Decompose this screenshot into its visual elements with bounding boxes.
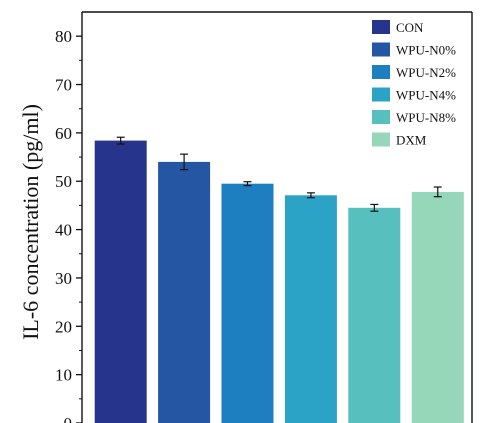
- legend-swatch: [372, 110, 390, 124]
- bar-3: [221, 183, 274, 423]
- legend-label: WPU-N2%: [396, 65, 456, 80]
- y-axis-title: IL-6 concentration (pg/ml): [18, 104, 43, 340]
- legend-label: CON: [396, 20, 424, 35]
- legend-swatch: [372, 65, 390, 79]
- legend-item-4: WPU-N4%: [372, 87, 456, 103]
- y-tick-label: 70: [55, 76, 72, 95]
- axes: [81, 11, 473, 423]
- bar-5: [348, 207, 401, 423]
- error-bar-4: [306, 192, 315, 199]
- error-bar-2: [180, 153, 189, 171]
- legend-item-2: WPU-N0%: [372, 42, 456, 58]
- error-bar-series: [116, 136, 442, 212]
- y-tick-label: 10: [55, 366, 72, 385]
- legend-swatch: [372, 132, 390, 147]
- bar-series: [94, 140, 464, 423]
- legend-swatch: [372, 42, 390, 57]
- legend-label: WPU-N4%: [396, 88, 456, 103]
- error-bar-1: [116, 136, 125, 145]
- y-tick-label: 40: [55, 221, 72, 240]
- y-tick-label: 50: [55, 172, 72, 191]
- y-axis-ticks: 0 10 20 30 40 50 60 70 80: [55, 27, 82, 423]
- bar-6: [411, 191, 464, 423]
- legend-item-5: WPU-N8%: [372, 110, 456, 125]
- error-bar-3: [243, 181, 252, 187]
- legend-item-3: WPU-N2%: [372, 65, 456, 80]
- legend-swatch: [372, 20, 390, 34]
- bar-1: [94, 140, 147, 423]
- y-tick-label: 60: [55, 124, 72, 143]
- legend-item-1: CON: [372, 20, 424, 35]
- legend-label: WPU-N0%: [396, 43, 456, 58]
- y-tick-label: 20: [55, 317, 72, 336]
- y-tick-label: 80: [55, 27, 72, 46]
- y-tick-label: 0: [64, 414, 73, 423]
- legend-label: WPU-N8%: [396, 110, 456, 125]
- error-bar-5: [370, 203, 379, 212]
- error-bar-6: [433, 186, 442, 198]
- y-tick-label: 30: [55, 269, 72, 288]
- bar-4: [284, 195, 337, 423]
- legend-label: DXM: [396, 133, 427, 148]
- bar-2: [158, 161, 211, 423]
- legend-swatch: [372, 87, 390, 102]
- legend-item-6: DXM: [372, 132, 427, 148]
- legend: CON WPU-N0% WPU-N2% WPU-N4% WPU-N8% DXM: [372, 20, 456, 148]
